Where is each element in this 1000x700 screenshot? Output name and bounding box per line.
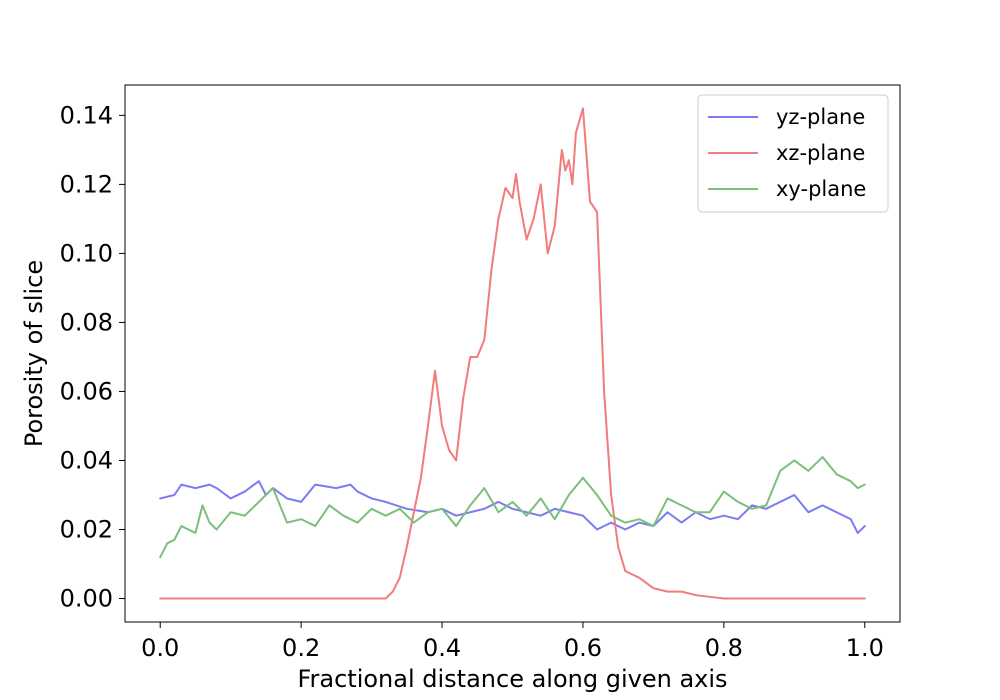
series-layer [159, 107, 866, 600]
x-tick-label: 1.0 [846, 634, 884, 662]
x-axis-label: Fractional distance along given axis [297, 665, 727, 693]
x-tick-label: 0.2 [282, 634, 320, 662]
x-tick-label: 0.8 [705, 634, 743, 662]
series-line-xz-plane [159, 107, 866, 600]
series-line-yz-plane [159, 480, 866, 534]
y-axis-ticks: 0.00 0.02 0.04 0.06 0.08 0.10 0.12 0.14 [60, 101, 125, 613]
y-tick-label: 0.02 [60, 516, 113, 544]
x-tick-label: 0.0 [141, 634, 179, 662]
x-axis-ticks: 0.0 0.2 0.4 0.6 0.8 1.0 [141, 622, 884, 662]
y-tick-label: 0.04 [60, 446, 113, 474]
y-tick-label: 0.00 [60, 585, 113, 613]
y-tick-label: 0.14 [60, 101, 113, 129]
legend-box [697, 94, 889, 213]
legend-label: yz-plane [776, 105, 865, 129]
y-tick-label: 0.10 [60, 239, 113, 267]
y-tick-label: 0.08 [60, 308, 113, 336]
legend-label: xy-plane [776, 177, 866, 201]
legend: yz-plane xz-plane xy-plane [697, 94, 889, 213]
y-tick-label: 0.12 [60, 170, 113, 198]
y-axis-label: Porosity of slice [20, 260, 48, 447]
axes-frame [124, 84, 901, 623]
y-tick-label: 0.06 [60, 377, 113, 405]
x-tick-label: 0.4 [423, 634, 461, 662]
series-line-xy-plane [159, 456, 866, 559]
legend-label: xz-plane [776, 141, 865, 165]
x-tick-label: 0.6 [564, 634, 602, 662]
